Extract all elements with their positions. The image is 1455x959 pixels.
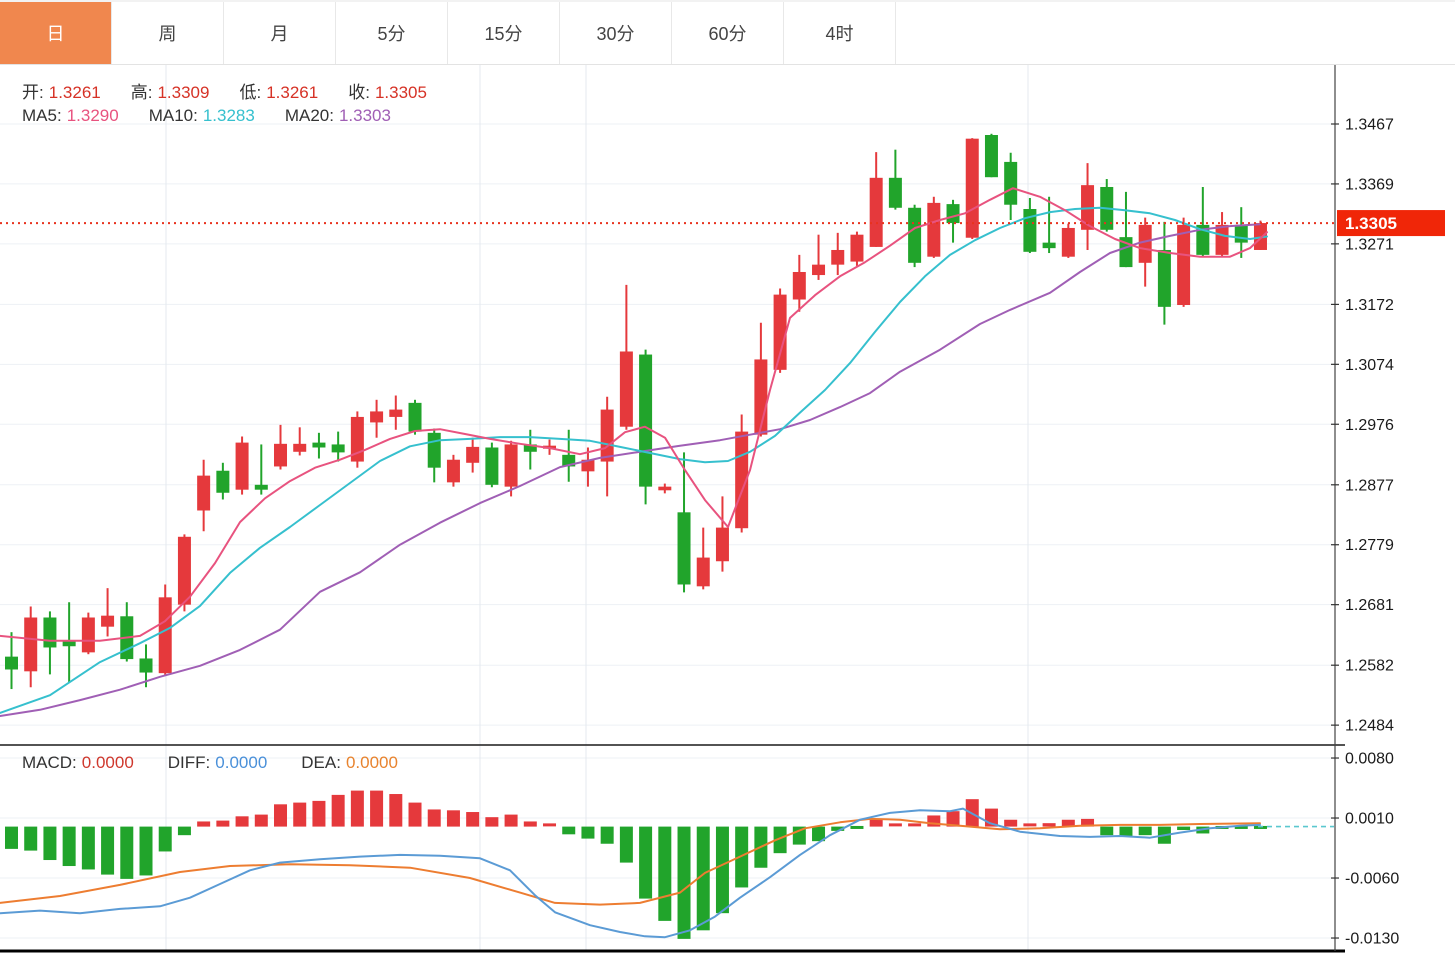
tab-4hour-label: 4时 [825, 24, 854, 44]
tab-month[interactable]: 月 [224, 2, 336, 64]
ma20-value: 1.3303 [338, 106, 391, 125]
low-value: 1.3261 [266, 83, 319, 102]
high-readout: 高: 1.3309 [131, 78, 210, 103]
svg-text:1.3369: 1.3369 [1345, 176, 1394, 193]
tab-day-label: 日 [46, 24, 65, 44]
svg-text:1.2681: 1.2681 [1345, 597, 1394, 614]
ma5-readout: MA5: 1.3290 [22, 106, 119, 126]
tab-30min-label: 30分 [596, 24, 635, 44]
diff-line [0, 807, 1261, 939]
tab-4hour[interactable]: 4时 [784, 2, 896, 64]
tab-month-label: 月 [270, 24, 289, 44]
ma5-label: MA5: [22, 106, 62, 125]
tab-15min-label: 15分 [484, 24, 523, 44]
ma20-label: MA20: [284, 106, 334, 125]
ma20-line [0, 223, 1261, 717]
svg-text:0.0080: 0.0080 [1345, 751, 1394, 768]
ma10-line [0, 206, 1268, 714]
open-value: 1.3261 [48, 83, 101, 102]
low-label: 低: [239, 83, 262, 102]
close-readout: 收: 1.3305 [348, 78, 427, 103]
svg-text:1.3271: 1.3271 [1345, 236, 1394, 253]
high-value: 1.3309 [157, 83, 210, 102]
svg-text:1.2779: 1.2779 [1345, 537, 1394, 554]
tab-5min[interactable]: 5分 [336, 2, 448, 64]
ma5-value: 1.3290 [66, 106, 119, 125]
candles-layer [5, 133, 1267, 690]
dea-line [0, 817, 1261, 906]
close-value: 1.3305 [374, 83, 427, 102]
tab-5min-label: 5分 [377, 24, 406, 44]
macd-value: 0.0000 [81, 753, 134, 772]
ma10-label: MA10: [148, 106, 198, 125]
svg-text:1.3074: 1.3074 [1345, 357, 1394, 374]
ma20-readout: MA20: 1.3303 [285, 106, 391, 126]
tab-week[interactable]: 周 [112, 2, 224, 64]
low-readout: 低: 1.3261 [239, 78, 318, 103]
diff-label: DIFF: [167, 753, 211, 772]
dea-label: DEA: [301, 753, 341, 772]
ma5-line [0, 187, 1268, 642]
macd-histogram [5, 790, 1267, 939]
high-label: 高: [130, 83, 153, 102]
ma-readout: MA5: 1.3290 MA10: 1.3283 MA20: 1.3303 [22, 106, 391, 126]
close-label: 收: [348, 83, 370, 102]
svg-text:1.2877: 1.2877 [1345, 477, 1394, 494]
tab-60min[interactable]: 60分 [672, 2, 784, 64]
last-price-badge: 1.3305 [1337, 210, 1445, 237]
timeframe-tabbar: 日 周 月 5分 15分 30分 60分 4时 [0, 0, 1455, 65]
svg-text:1.3467: 1.3467 [1345, 117, 1394, 134]
ma10-readout: MA10: 1.3283 [149, 106, 255, 126]
svg-text:-0.0130: -0.0130 [1345, 931, 1399, 948]
price-axis-labels: 1.3467 1.3369 1.3271 1.3172 1.3074 1.2976 1.28… [1331, 117, 1399, 948]
ohlc-readout: 开: 1.3261 高: 1.3309 低: 1.3261 收: 1.3305 [22, 78, 427, 103]
svg-text:1.2484: 1.2484 [1345, 718, 1394, 735]
svg-text:1.3172: 1.3172 [1345, 297, 1394, 314]
svg-text:1.2976: 1.2976 [1345, 417, 1394, 434]
diff-value: 0.0000 [215, 753, 268, 772]
tab-60min-label: 60分 [708, 24, 747, 44]
macd-label: MACD: [22, 753, 77, 772]
ma10-value: 1.3283 [202, 106, 255, 125]
svg-text:1.2582: 1.2582 [1345, 658, 1394, 675]
diff-value-readout: DIFF: 0.0000 [168, 753, 268, 773]
dea-value: 0.0000 [345, 753, 398, 772]
tab-week-label: 周 [158, 24, 177, 44]
tab-day[interactable]: 日 [0, 2, 112, 64]
tab-15min[interactable]: 15分 [448, 2, 560, 64]
macd-value-readout: MACD: 0.0000 [22, 753, 134, 773]
macd-readout: MACD: 0.0000 DIFF: 0.0000 DEA: 0.0000 [22, 753, 398, 773]
open-readout: 开: 1.3261 [22, 78, 101, 103]
svg-text:0.0010: 0.0010 [1345, 811, 1394, 828]
dea-value-readout: DEA: 0.0000 [301, 753, 398, 773]
svg-text:-0.0060: -0.0060 [1345, 871, 1399, 888]
svg-text:1.3305: 1.3305 [1345, 214, 1397, 233]
open-label: 开: [22, 83, 44, 102]
tab-30min[interactable]: 30分 [560, 2, 672, 64]
